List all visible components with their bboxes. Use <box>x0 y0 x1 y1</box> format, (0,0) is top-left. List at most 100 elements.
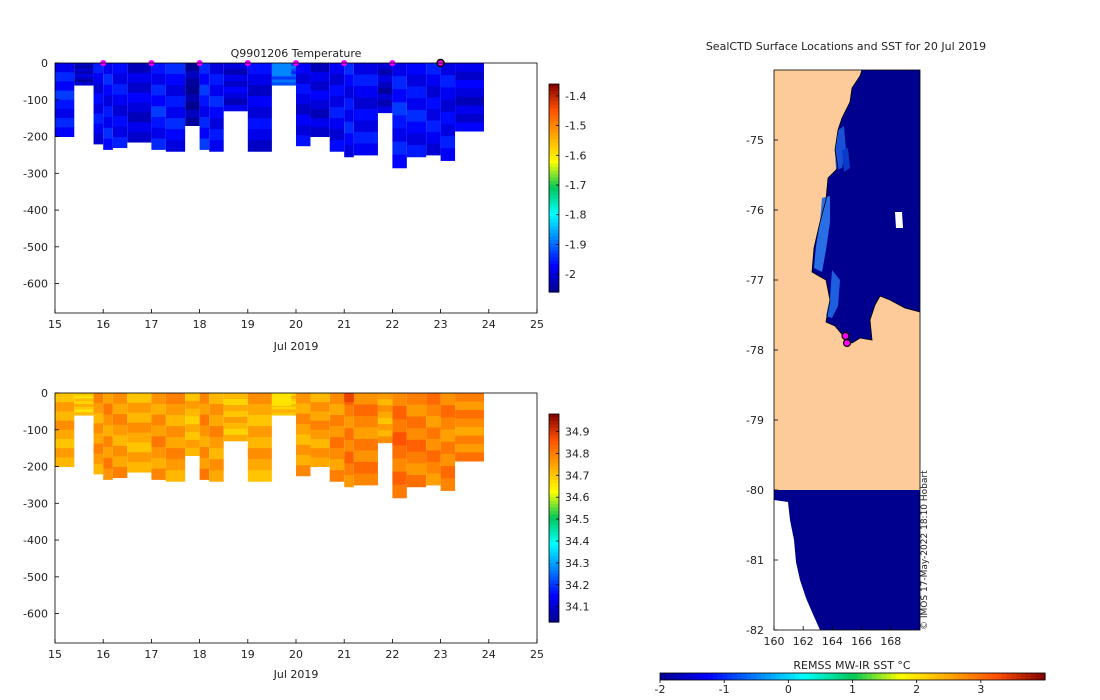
salinity-colorbar-step <box>549 507 559 512</box>
temperature-cell <box>55 118 75 128</box>
salinity-colorbar-step <box>549 414 559 419</box>
salinity-colorbar-step <box>549 427 559 432</box>
temperature-colorbar-step <box>549 163 559 168</box>
temperature-cell <box>392 154 407 169</box>
salinity-colorbar-step <box>549 420 559 425</box>
salinity-x-tick-label: 18 <box>193 648 207 661</box>
salinity-cell <box>310 448 330 458</box>
temperature-cell <box>209 118 224 130</box>
salinity-colorbar-label: 34.3 <box>565 557 590 570</box>
salinity-cell <box>127 462 152 473</box>
salinity-cell <box>344 451 354 464</box>
salinity-colorbar-step <box>549 580 559 585</box>
salinity-x-tick-label: 22 <box>385 648 399 661</box>
salinity-cell <box>271 412 296 416</box>
temperature-cell <box>353 143 378 156</box>
temperature-cell <box>55 90 75 101</box>
temperature-cell <box>103 63 113 75</box>
salinity-cell <box>310 429 330 440</box>
salinity-cell <box>199 393 210 405</box>
temperature-cell <box>392 76 407 90</box>
temperature-cell <box>329 85 345 97</box>
sst-colorbar-step <box>915 673 921 680</box>
sst-colorbar-step <box>953 673 959 680</box>
salinity-colorbar-step <box>549 493 559 498</box>
salinity-colorbar-step <box>549 434 559 439</box>
salinity-cell <box>112 456 128 468</box>
salinity-cell <box>74 395 94 400</box>
temperature-cell <box>127 132 152 143</box>
temperature-cell <box>112 94 128 106</box>
temperature-cell <box>103 106 113 118</box>
salinity-cell <box>199 414 210 426</box>
temperature-cell <box>271 79 296 83</box>
salinity-cell <box>247 393 272 405</box>
temperature-colorbar-step <box>549 250 559 255</box>
sst-colorbar-step <box>741 673 748 680</box>
salinity-colorbar-label: 34.4 <box>565 535 590 548</box>
salinity-cell <box>377 424 393 431</box>
salinity-cell <box>223 416 248 424</box>
salinity-colorbar-step <box>549 490 559 495</box>
temperature-cell <box>199 106 210 118</box>
salinity-x-tick-label: 21 <box>337 648 351 661</box>
salinity-y-tick-label: 0 <box>41 387 48 400</box>
salinity-cell <box>426 450 441 463</box>
temperature-colorbar-step <box>549 215 559 220</box>
salinity-cell <box>112 466 128 479</box>
temperature-colorbar-step <box>549 233 559 238</box>
salinity-section-panel: 15 16 17 18 19 20 21 22 23 24 25 0 -100 -200 -300 -400… <box>23 387 589 681</box>
temperature-cell <box>344 121 354 134</box>
temperature-colorbar-label: -2 <box>565 268 576 281</box>
sst-colorbar-step <box>1025 673 1032 680</box>
salinity-cell <box>74 412 94 416</box>
salinity-colorbar-step <box>549 521 559 526</box>
temperature-cell <box>165 85 186 97</box>
salinity-cell <box>93 423 104 434</box>
salinity-cell <box>55 448 75 458</box>
sst-colorbar-step <box>982 673 988 680</box>
salinity-colorbar-label: 34.9 <box>565 426 590 439</box>
temperature-cell <box>165 140 186 152</box>
salinity-cells <box>55 393 484 499</box>
temperature-cell <box>223 80 248 88</box>
salinity-colorbar-step <box>549 611 559 616</box>
temperature-cell <box>329 118 345 130</box>
sst-colorbar-step <box>737 673 743 680</box>
salinity-cell <box>93 443 104 455</box>
salinity-cell <box>440 417 456 431</box>
temperature-cell <box>55 127 75 138</box>
temperature-colorbar-step <box>549 274 559 279</box>
temperature-x-tick-label: 16 <box>96 318 110 331</box>
temperature-colorbar-step <box>549 142 559 147</box>
temperature-cell <box>329 140 345 152</box>
salinity-colorbar-step <box>549 486 559 491</box>
salinity-colorbar-label: 34.6 <box>565 491 590 504</box>
salinity-cell <box>310 438 330 449</box>
temperature-cell <box>296 125 311 136</box>
temperature-cell <box>455 114 484 124</box>
salinity-x-label: Jul 2019 <box>273 668 319 681</box>
salinity-cell <box>310 420 330 431</box>
temperature-colorbar-step <box>549 125 559 130</box>
temperature-cell <box>344 109 354 123</box>
temperature-cell <box>377 81 393 89</box>
temperature-cell <box>165 63 186 75</box>
salinity-cell <box>426 461 441 474</box>
map-y-ticks: -75 -76 -77 -78 -79 -80 -81 -82 <box>746 134 778 637</box>
temperature-colorbar-step <box>549 212 559 217</box>
salinity-cell <box>344 439 354 453</box>
salinity-cell <box>426 415 441 428</box>
temperature-cell <box>165 118 186 130</box>
temperature-cell <box>223 74 248 82</box>
temperature-cell <box>55 99 75 110</box>
temperature-cell <box>455 88 484 98</box>
salinity-colorbar-step <box>549 597 559 602</box>
temperature-colorbar-step <box>549 191 559 196</box>
temperature-colorbar-step <box>549 146 559 151</box>
salinity-colorbar-step <box>549 604 559 609</box>
temperature-colorbar-step <box>549 236 559 241</box>
salinity-cell <box>406 393 427 406</box>
sst-colorbar-step <box>761 673 767 680</box>
temperature-x-tick-label: 18 <box>193 318 207 331</box>
